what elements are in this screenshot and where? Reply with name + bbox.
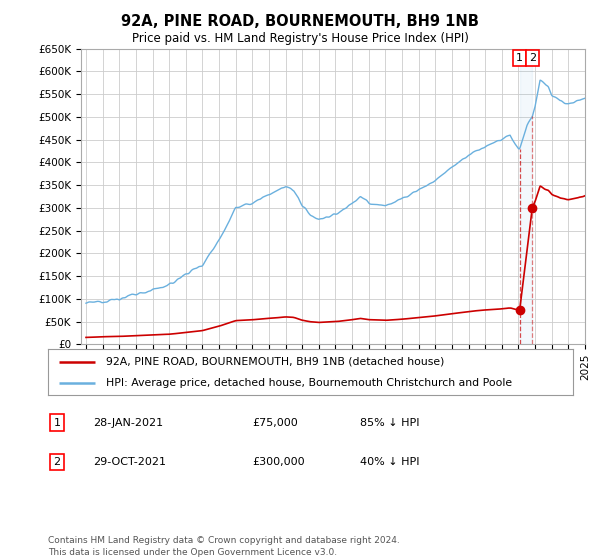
Bar bbox=[520, 49, 532, 344]
Text: £75,000: £75,000 bbox=[252, 418, 298, 428]
Text: £300,000: £300,000 bbox=[252, 457, 305, 467]
Text: 29-OCT-2021: 29-OCT-2021 bbox=[93, 457, 166, 467]
Text: Price paid vs. HM Land Registry's House Price Index (HPI): Price paid vs. HM Land Registry's House … bbox=[131, 32, 469, 45]
Text: HPI: Average price, detached house, Bournemouth Christchurch and Poole: HPI: Average price, detached house, Bour… bbox=[106, 379, 512, 388]
Text: 92A, PINE ROAD, BOURNEMOUTH, BH9 1NB (detached house): 92A, PINE ROAD, BOURNEMOUTH, BH9 1NB (de… bbox=[106, 357, 444, 367]
Text: 1: 1 bbox=[516, 53, 523, 63]
Text: 2: 2 bbox=[529, 53, 536, 63]
Text: 85% ↓ HPI: 85% ↓ HPI bbox=[360, 418, 419, 428]
Text: Contains HM Land Registry data © Crown copyright and database right 2024.
This d: Contains HM Land Registry data © Crown c… bbox=[48, 536, 400, 557]
Text: 40% ↓ HPI: 40% ↓ HPI bbox=[360, 457, 419, 467]
Text: 2: 2 bbox=[53, 457, 61, 467]
Text: 92A, PINE ROAD, BOURNEMOUTH, BH9 1NB: 92A, PINE ROAD, BOURNEMOUTH, BH9 1NB bbox=[121, 14, 479, 29]
Text: 1: 1 bbox=[53, 418, 61, 428]
Text: 28-JAN-2021: 28-JAN-2021 bbox=[93, 418, 163, 428]
